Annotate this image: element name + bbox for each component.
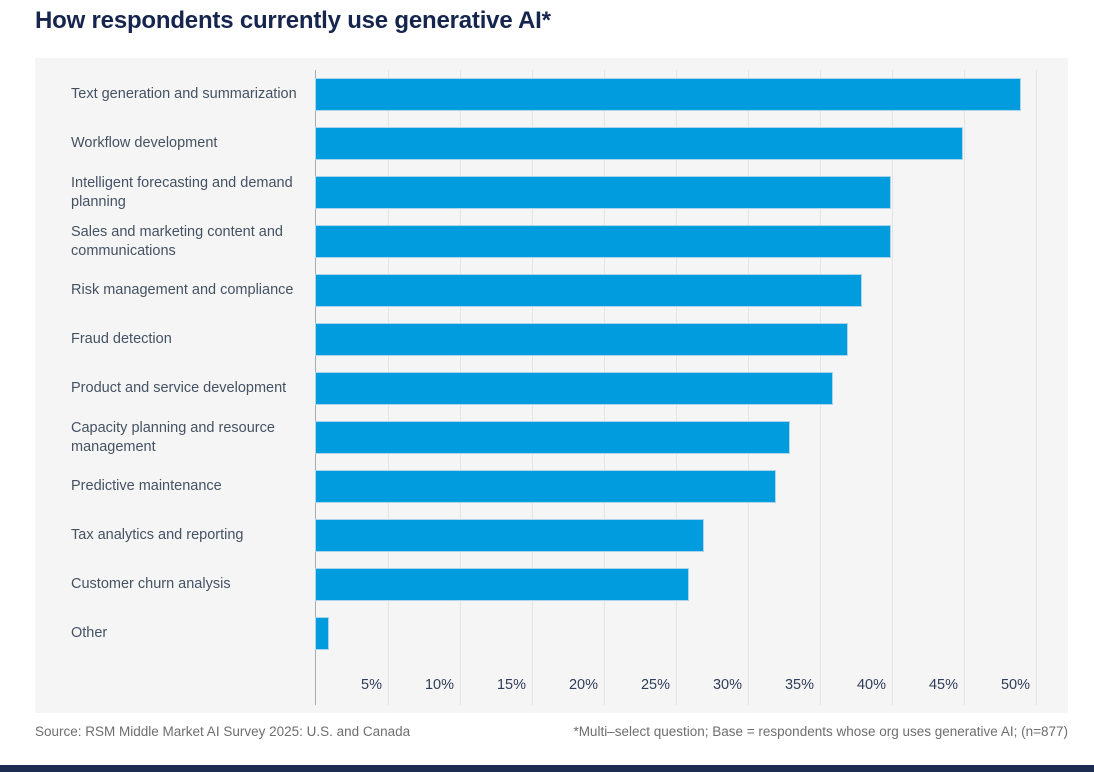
- category-label: Intelligent forecasting and demand plann…: [71, 174, 293, 210]
- x-axis-tick-label: 30%: [712, 677, 742, 693]
- bar-track: [315, 315, 1068, 364]
- data-bar: [315, 519, 704, 552]
- x-axis-tick-label: 20%: [568, 677, 598, 693]
- chart-panel: 5% 10% 15% 20% 25% 30% 35% 40% 45% 50% Text gener…: [35, 58, 1068, 713]
- bar-row: Other: [35, 609, 1068, 658]
- category-label: Tax analytics and reporting: [71, 527, 244, 544]
- gridline: [964, 70, 965, 705]
- bar-track: [315, 511, 1068, 560]
- chart-footer: Source: RSM Middle Market AI Survey 2025…: [35, 724, 1068, 739]
- bar-track: [315, 70, 1068, 119]
- x-axis-tick-label: 40%: [856, 677, 886, 693]
- data-bar: [315, 323, 848, 356]
- category-label: Capacity planning and resource managemen…: [71, 419, 275, 455]
- x-axis-tick-label: 25%: [640, 677, 670, 693]
- category-label: Other: [71, 625, 108, 642]
- x-axis-tick-label: 5%: [361, 677, 382, 693]
- bar-row: Capacity planning and resource managemen…: [35, 413, 1068, 462]
- x-axis-tick-label: 15%: [496, 677, 526, 693]
- data-bar: [315, 470, 776, 503]
- category-label: Workflow development: [71, 135, 218, 152]
- data-bar: [315, 78, 1021, 111]
- bottom-accent-bar: [0, 765, 1094, 772]
- bar-track: [315, 609, 1068, 658]
- category-label: Text generation and summarization: [71, 86, 297, 103]
- bar-track: [315, 168, 1068, 217]
- data-bar: [315, 274, 863, 307]
- data-bar: [315, 127, 963, 160]
- data-bar: [315, 568, 690, 601]
- data-bar: [315, 421, 791, 454]
- bar-row: Predictive maintenance: [35, 462, 1068, 511]
- bar-track: [315, 217, 1068, 266]
- bar-row: Customer churn analysis: [35, 560, 1068, 609]
- bar-row: Intelligent forecasting and demand plann…: [35, 168, 1068, 217]
- category-label: Risk management and compliance: [71, 282, 294, 299]
- x-axis-tick-label: 10%: [424, 677, 454, 693]
- category-label: Product and service development: [71, 380, 287, 397]
- bar-rows: Text generation and summarization Workflo…: [35, 70, 1068, 658]
- category-label: Predictive maintenance: [71, 478, 222, 495]
- bar-track: [315, 413, 1068, 462]
- bar-row: Risk management and compliance: [35, 266, 1068, 315]
- x-axis-tick-label: 50%: [1000, 677, 1030, 693]
- bar-track: [315, 560, 1068, 609]
- data-bar: [315, 372, 834, 405]
- bar-track: [315, 364, 1068, 413]
- bar-row: Text generation and summarization: [35, 70, 1068, 119]
- bar-row: Tax analytics and reporting: [35, 511, 1068, 560]
- methodology-note: *Multi–select question; Base = responden…: [573, 724, 1068, 739]
- x-axis-tick-label: 35%: [784, 677, 814, 693]
- bar-row: Workflow development: [35, 119, 1068, 168]
- bar-row: Sales and marketing content and communic…: [35, 217, 1068, 266]
- gridline: [1036, 70, 1037, 705]
- category-label: Customer churn analysis: [71, 576, 231, 593]
- bar-track: [315, 119, 1068, 168]
- data-bar: [315, 176, 891, 209]
- data-bar: [315, 617, 330, 650]
- bar-row: Fraud detection: [35, 315, 1068, 364]
- gridline: [892, 70, 893, 705]
- bar-track: [315, 462, 1068, 511]
- data-bar: [315, 225, 891, 258]
- page-title: How respondents currently use generative…: [35, 7, 551, 34]
- source-note: Source: RSM Middle Market AI Survey 2025…: [35, 724, 411, 739]
- x-axis-tick-label: 45%: [928, 677, 958, 693]
- bar-row: Product and service development: [35, 364, 1068, 413]
- category-label: Fraud detection: [71, 331, 172, 348]
- category-label: Sales and marketing content and communic…: [71, 223, 283, 259]
- bar-track: [315, 266, 1068, 315]
